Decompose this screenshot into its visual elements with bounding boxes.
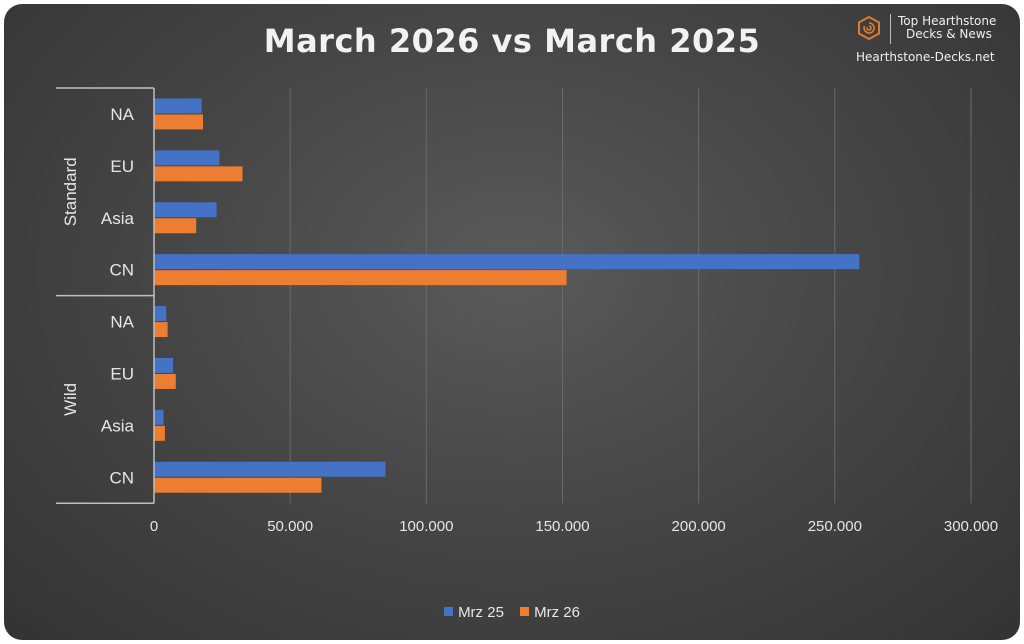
- bar-standard-eu-series-2: [154, 166, 243, 182]
- legend-item-series-1[interactable]: Mrz 25: [444, 604, 504, 621]
- x-tick-label-0: 0: [150, 518, 158, 535]
- category-label-wild-cn: CN: [109, 468, 134, 487]
- group-label-wild: Wild: [61, 383, 80, 416]
- legend: Mrz 25 Mrz 26: [4, 604, 1020, 621]
- bar-standard-eu-series-1: [154, 150, 220, 166]
- category-label-wild-asia: Asia: [101, 416, 135, 435]
- category-label-standard-eu: EU: [110, 157, 134, 176]
- brand-block[interactable]: Top Hearthstone Decks & News Hearthstone…: [854, 12, 1014, 64]
- x-tick-label-6: 300.000: [944, 518, 998, 535]
- category-label-standard-cn: CN: [109, 261, 134, 280]
- x-tick-label-3: 150.000: [535, 518, 589, 535]
- category-label-wild-eu: EU: [110, 364, 134, 383]
- bar-wild-asia-series-1: [154, 409, 164, 425]
- legend-item-series-2[interactable]: Mrz 26: [520, 604, 580, 621]
- bar-standard-cn-series-1: [154, 254, 860, 270]
- legend-label-series-1: Mrz 25: [458, 604, 504, 621]
- hexagon-swirl-icon: [858, 16, 880, 40]
- x-tick-label-1: 50.000: [267, 518, 313, 535]
- legend-swatch-series-1: [444, 607, 454, 616]
- bar-chart: 0 50.000 100.000 150.000 200.000 250.000 300.0…: [56, 87, 998, 535]
- bar-standard-asia-series-1: [154, 202, 217, 218]
- brand-line-1: Top Hearthstone: [898, 14, 997, 28]
- bar-wild-cn-series-2: [154, 477, 322, 493]
- group-label-standard: Standard: [61, 157, 80, 226]
- bar-wild-eu-series-2: [154, 373, 176, 389]
- brand-site: Hearthstone-Decks.net: [856, 50, 995, 64]
- bar-wild-eu-series-1: [154, 357, 174, 373]
- category-label-standard-na: NA: [110, 105, 134, 124]
- x-tick-label-5: 250.000: [808, 518, 862, 535]
- chart-card: March 2026 vs March 2025 Top Hearthstone…: [4, 4, 1020, 640]
- x-tick-label-2: 100.000: [399, 518, 453, 535]
- bar-standard-cn-series-2: [154, 270, 567, 286]
- brand-line-2: Decks & News: [906, 27, 992, 41]
- x-tick-label-4: 200.000: [672, 518, 726, 535]
- bar-wild-na-series-2: [154, 322, 168, 338]
- legend-label-series-2: Mrz 26: [534, 604, 580, 621]
- legend-swatch-series-2: [520, 607, 530, 616]
- category-label-wild-na: NA: [110, 313, 134, 332]
- chart-title: March 2026 vs March 2025: [263, 22, 761, 60]
- bar-wild-na-series-1: [154, 306, 167, 322]
- bar-standard-na-series-2: [154, 114, 204, 130]
- brand-separator: [890, 14, 891, 44]
- bar-standard-asia-series-2: [154, 218, 197, 234]
- bar-wild-asia-series-2: [154, 425, 165, 441]
- bar-wild-cn-series-1: [154, 461, 386, 477]
- bar-standard-na-series-1: [154, 98, 202, 114]
- category-label-standard-asia: Asia: [101, 209, 135, 228]
